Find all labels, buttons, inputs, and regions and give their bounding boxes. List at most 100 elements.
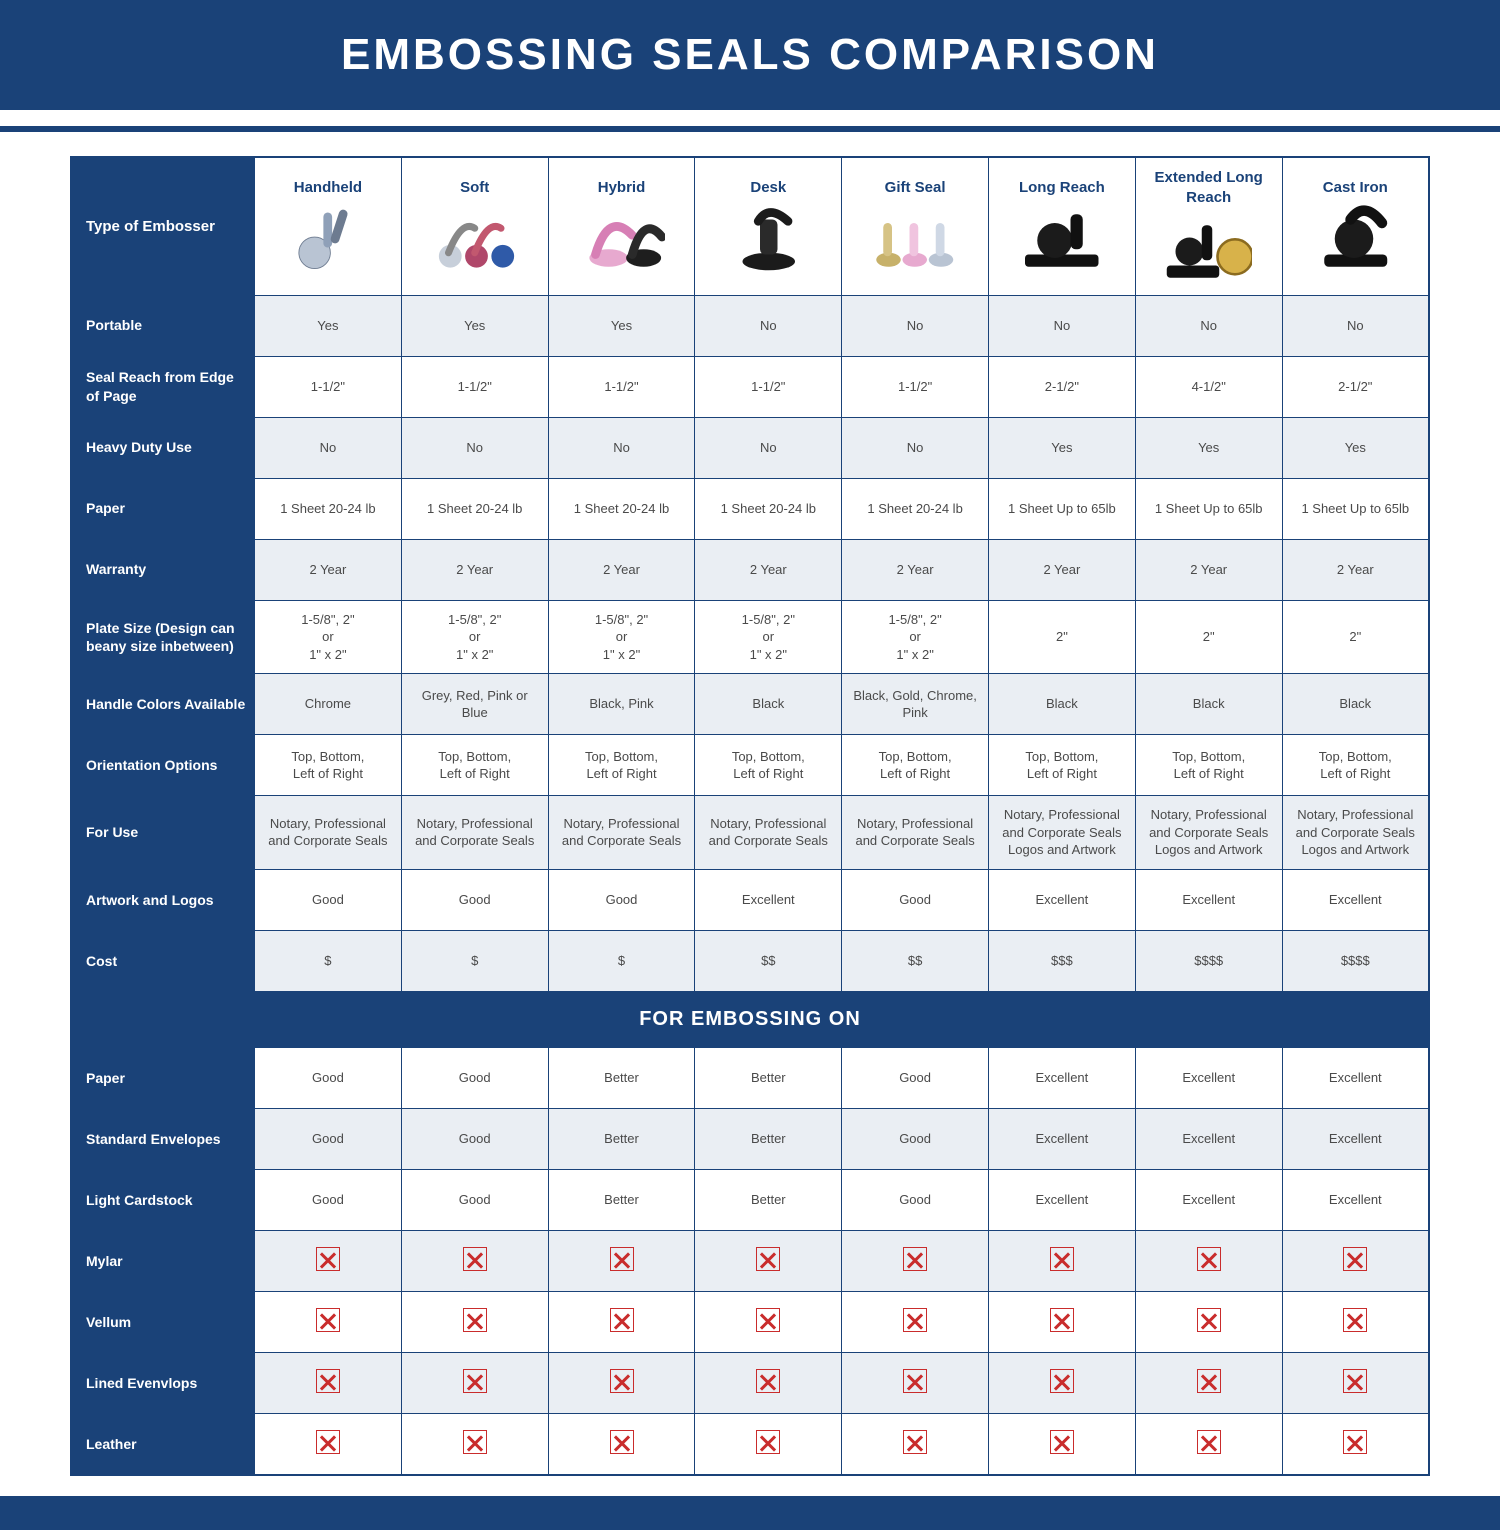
table-cell [842,1413,989,1475]
table-cell [401,1413,548,1475]
table-cell: 1 Sheet Up to 65lb [1135,478,1282,539]
table-cell: $$$$ [1135,930,1282,991]
table-cell: Excellent [1282,869,1429,930]
not-supported-icon [316,1308,340,1332]
not-supported-icon [463,1369,487,1393]
table-cell [695,1413,842,1475]
title-band: EMBOSSING SEALS COMPARISON [0,0,1500,110]
table-cell: $$$ [989,930,1136,991]
table-cell: 2 Year [1135,539,1282,600]
type-label: Type of Embosser [71,157,255,295]
table-cell [842,1230,989,1291]
product-header: Long Reach [989,157,1136,295]
not-supported-icon [1343,1247,1367,1271]
table-cell: 1-1/2" [255,356,402,417]
table-cell: Good [548,869,695,930]
table-row: For UseNotary, Professional and Corporat… [71,796,1429,870]
table-cell: Better [548,1047,695,1108]
not-supported-icon [1197,1430,1221,1454]
table-cell [401,1291,548,1352]
table-cell: Top, Bottom,Left of Right [842,735,989,796]
table-cell: Excellent [989,1108,1136,1169]
not-supported-icon [1197,1247,1221,1271]
table-cell: $$$$ [1282,930,1429,991]
row-label: Seal Reach from Edge of Page [71,356,255,417]
not-supported-icon [610,1308,634,1332]
table-cell: 1 Sheet 20-24 lb [401,478,548,539]
table-cell: Top, Bottom,Left of Right [401,735,548,796]
not-supported-icon [903,1430,927,1454]
row-label: Lined Evenvlops [71,1352,255,1413]
table-cell: 2" [1282,600,1429,674]
table-cell: Good [255,1047,402,1108]
table-cell: Good [401,869,548,930]
table-row: Standard EnvelopesGoodGoodBetterBetterGo… [71,1108,1429,1169]
table-cell [695,1291,842,1352]
product-header: Extended Long Reach [1135,157,1282,295]
table-cell: 1-5/8", 2"or1" x 2" [255,600,402,674]
table-cell: Notary, Professional and Corporate Seals [695,796,842,870]
table-cell: 1-1/2" [548,356,695,417]
embosser-icon [1142,209,1276,287]
table-cell: 1 Sheet 20-24 lb [842,478,989,539]
table-cell [1282,1413,1429,1475]
product-name: Desk [701,178,835,198]
table-cell: Notary, Professional and Corporate Seals [401,796,548,870]
table-cell: $$ [695,930,842,991]
table-cell: 1-1/2" [401,356,548,417]
not-supported-icon [316,1430,340,1454]
embosser-icon [1289,198,1422,276]
table-cell: 1-1/2" [695,356,842,417]
table-cell: 1 Sheet 20-24 lb [548,478,695,539]
table-cell [255,1291,402,1352]
row-label: Heavy Duty Use [71,417,255,478]
table-cell [1282,1230,1429,1291]
table-cell: No [1135,295,1282,356]
table-cell: Yes [255,295,402,356]
row-label: Orientation Options [71,735,255,796]
table-cell: Notary, Professional and Corporate Seals [255,796,402,870]
table-cell: Good [842,1108,989,1169]
table-cell: Chrome [255,674,402,735]
table-cell [1135,1291,1282,1352]
product-name: Extended Long Reach [1142,168,1276,209]
table-row: Handle Colors AvailableChromeGrey, Red, … [71,674,1429,735]
table-cell [989,1230,1136,1291]
section-header-row: FOR EMBOSSING ON [71,991,1429,1047]
table-cell: Excellent [989,1169,1136,1230]
table-cell: Excellent [1282,1169,1429,1230]
table-cell: 2-1/2" [989,356,1136,417]
table-cell: 2 Year [1282,539,1429,600]
table-cell: Good [255,1169,402,1230]
table-cell [989,1352,1136,1413]
not-supported-icon [1197,1369,1221,1393]
table-cell [255,1230,402,1291]
row-label: Light Cardstock [71,1169,255,1230]
table-cell: Good [255,1108,402,1169]
table-cell: 2 Year [401,539,548,600]
table-cell: Notary, Professional and Corporate Seals… [989,796,1136,870]
not-supported-icon [756,1430,780,1454]
table-cell: Excellent [1135,1108,1282,1169]
table-row: Mylar [71,1230,1429,1291]
embosser-icon [995,198,1129,276]
not-supported-icon [903,1308,927,1332]
table-cell: 2 Year [695,539,842,600]
table-cell: No [1282,295,1429,356]
table-cell: 2" [1135,600,1282,674]
table-cell: Notary, Professional and Corporate Seals [842,796,989,870]
not-supported-icon [316,1369,340,1393]
not-supported-icon [1050,1308,1074,1332]
table-cell [548,1413,695,1475]
table-cell [695,1352,842,1413]
not-supported-icon [1050,1430,1074,1454]
table-cell: $ [255,930,402,991]
table-cell: Black [1135,674,1282,735]
table-row: PaperGoodGoodBetterBetterGoodExcellentEx… [71,1047,1429,1108]
table-cell: Top, Bottom,Left of Right [255,735,402,796]
table-cell: Yes [989,417,1136,478]
embosser-icon [701,198,835,276]
table-cell: Good [401,1108,548,1169]
table-cell: 2 Year [255,539,402,600]
table-cell [401,1230,548,1291]
